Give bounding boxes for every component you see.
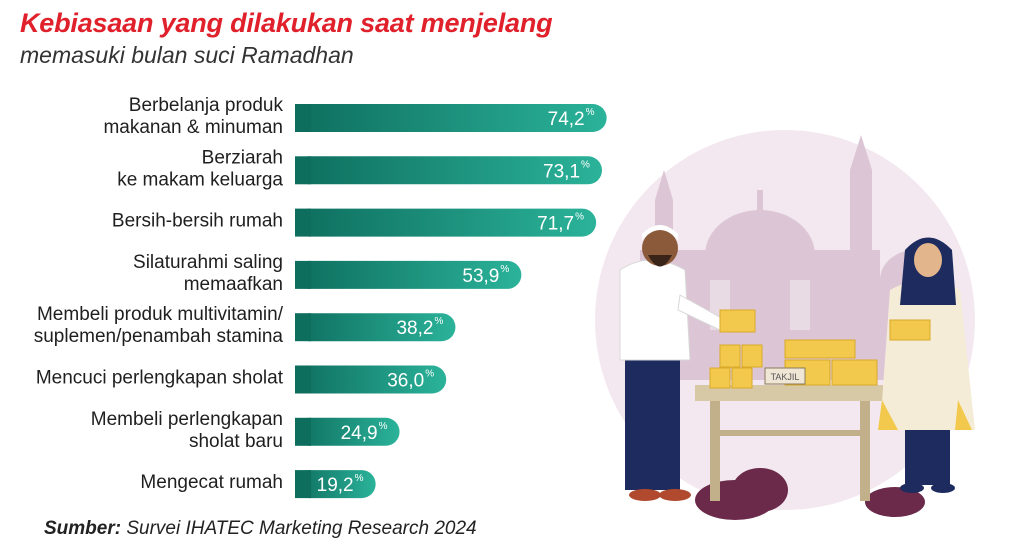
- takjil-sign: TAKJIL: [764, 367, 806, 385]
- chart-subtitle: memasuki bulan suci Ramadhan: [20, 42, 354, 68]
- bar-value-label: 53,9: [462, 266, 499, 287]
- category-label: Bersih-bersih rumah: [112, 211, 283, 232]
- bar-left-cap: [295, 104, 311, 132]
- category-label: Mencuci perlengkapan sholat: [36, 368, 284, 389]
- bar-left-cap: [295, 470, 311, 499]
- bar: [295, 470, 376, 499]
- bar-unit-label: %: [425, 369, 434, 380]
- bar-left-cap: [295, 313, 311, 342]
- bar-value-label: 19,2: [317, 475, 354, 496]
- category-label: Berbelanja produk: [129, 95, 284, 116]
- takjil-table: [695, 385, 885, 501]
- ramadan-illustration: TAKJIL: [595, 130, 975, 520]
- bar-unit-label: %: [581, 159, 590, 170]
- source-label: Sumber:: [44, 518, 122, 539]
- source-text: Survei IHATEC Marketing Research 2024: [126, 518, 477, 539]
- bar-value-label: 74,2: [548, 109, 585, 130]
- category-label: Mengecat rumah: [140, 472, 283, 493]
- bar-value-label: 73,1: [543, 161, 580, 182]
- man-figure: [619, 225, 756, 501]
- woman-figure: [878, 237, 975, 493]
- food-boxes: [709, 339, 878, 389]
- category-label: Berziarah: [202, 147, 283, 168]
- bar-left-cap: [295, 365, 311, 394]
- category-label: suplemen/penambah stamina: [34, 326, 284, 347]
- bar: [295, 104, 607, 132]
- bar-unit-label: %: [500, 264, 509, 275]
- bar-unit-label: %: [586, 107, 595, 118]
- bar-left-cap: [295, 208, 311, 237]
- bar-left-cap: [295, 156, 311, 185]
- category-label: Membeli perlengkapan: [91, 409, 283, 430]
- chart-title: Kebiasaan yang dilakukan saat menjelang: [20, 8, 553, 38]
- bar-value-label: 71,7: [537, 214, 574, 235]
- category-label: Silaturahmi saling: [133, 252, 283, 273]
- bar-left-cap: [295, 260, 311, 289]
- bar: [295, 313, 456, 342]
- bar-unit-label: %: [355, 473, 364, 484]
- bar-value-label: 24,9: [341, 423, 378, 444]
- category-label: makanan & minuman: [103, 117, 283, 138]
- bar: [295, 208, 597, 237]
- category-label: ke makam keluarga: [117, 169, 283, 190]
- takjil-sign-text: TAKJIL: [771, 372, 800, 382]
- category-label: memaafkan: [184, 274, 283, 295]
- bar: [295, 260, 522, 289]
- category-label: sholat baru: [189, 431, 283, 452]
- bar: [295, 365, 447, 394]
- bar-unit-label: %: [575, 212, 584, 223]
- category-label: Membeli produk multivitamin/: [37, 304, 284, 325]
- bar-value-label: 38,2: [396, 318, 433, 339]
- bar: [295, 417, 400, 446]
- bar: [295, 156, 603, 185]
- bar-left-cap: [295, 417, 311, 446]
- bar-unit-label: %: [379, 421, 388, 432]
- bar-value-label: 36,0: [387, 371, 424, 392]
- source-note: Sumber: Survei IHATEC Marketing Research…: [44, 518, 477, 540]
- bar-unit-label: %: [434, 316, 443, 327]
